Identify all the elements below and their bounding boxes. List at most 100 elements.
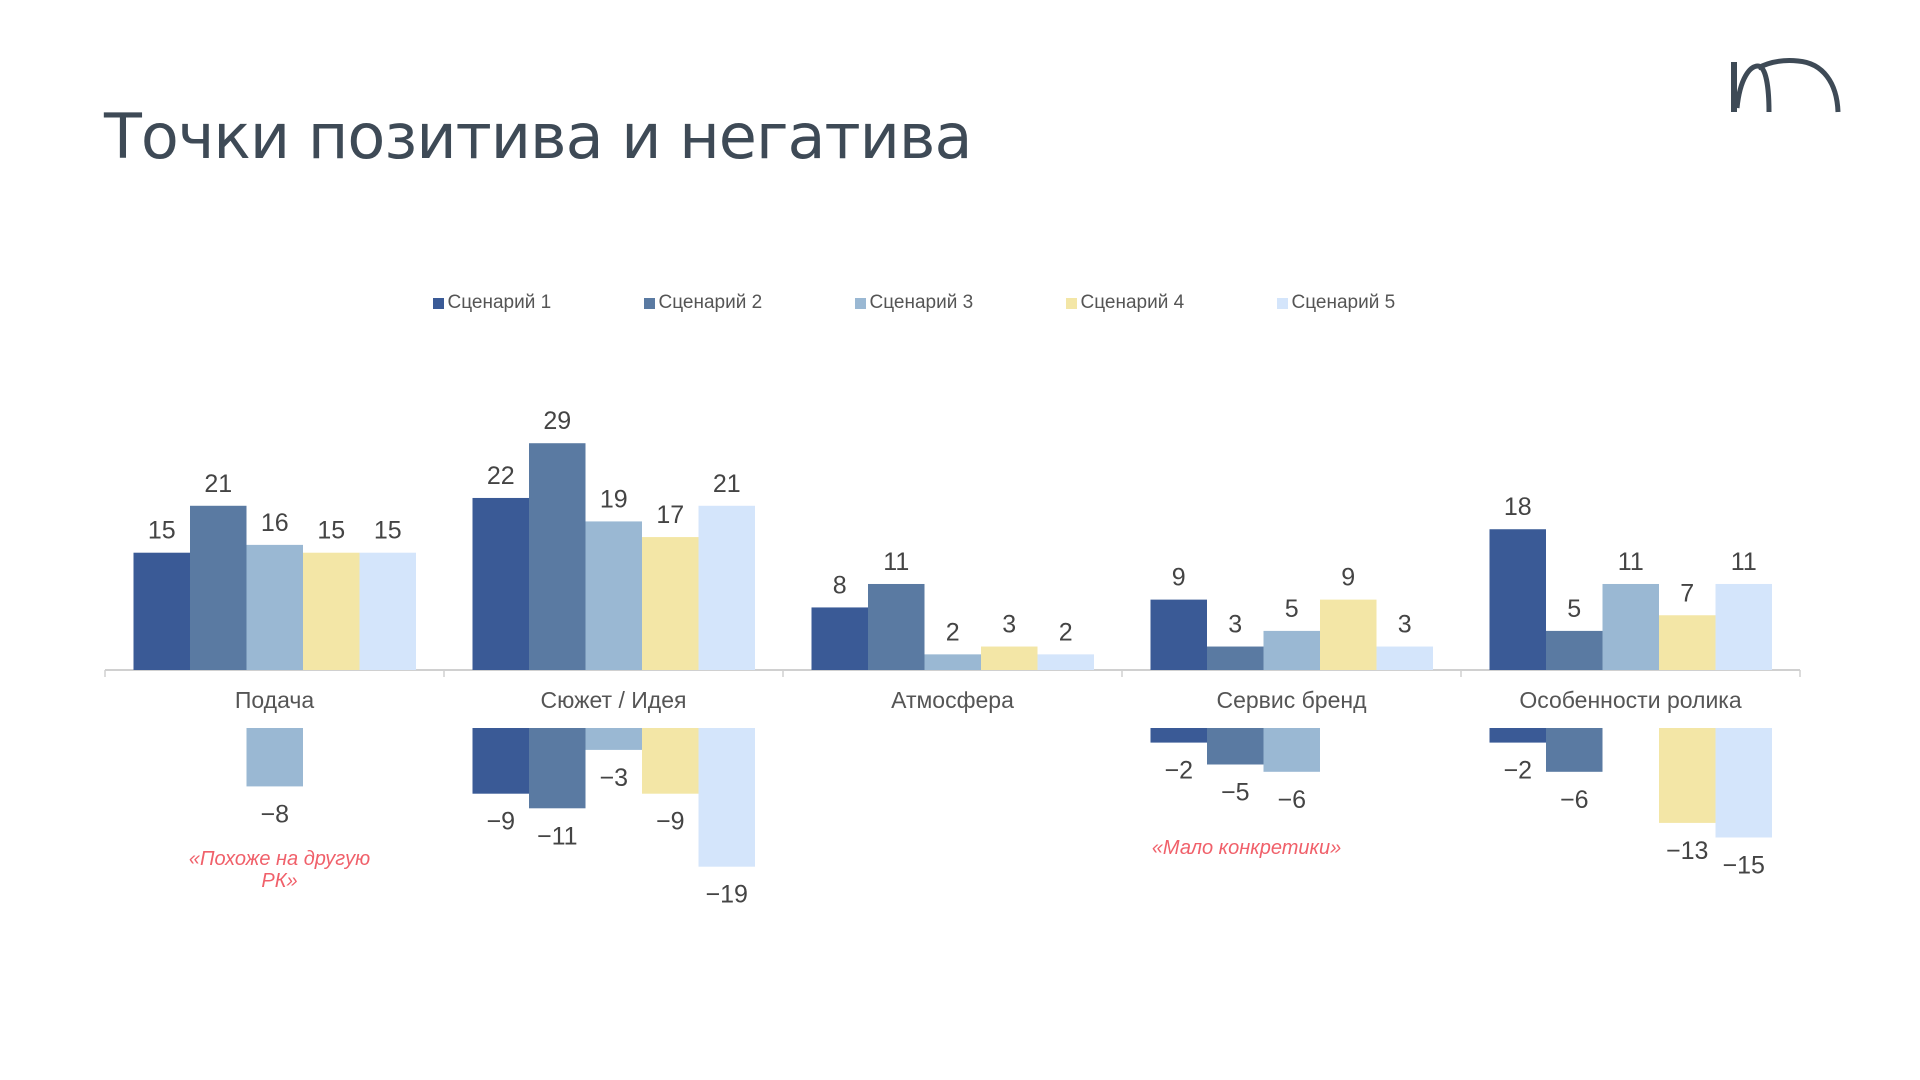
data-label: −2	[1503, 757, 1532, 785]
bar-positive	[359, 552, 416, 670]
data-label: 21	[204, 470, 232, 498]
legend-item: Сценарий 4	[1065, 292, 1277, 314]
data-label: 16	[261, 509, 289, 537]
bar-positive	[981, 646, 1038, 670]
bar-positive	[1320, 599, 1377, 670]
bar-negative	[1150, 728, 1207, 743]
data-label: 3	[1398, 611, 1412, 639]
bar-positive	[868, 583, 925, 670]
data-label: 9	[1341, 564, 1355, 592]
data-label: 3	[1002, 611, 1016, 639]
bar-positive	[585, 521, 642, 670]
category-label: Сюжет / Идея	[541, 687, 687, 713]
data-label: −9	[656, 808, 685, 836]
bar-negative	[1659, 728, 1716, 823]
data-label: −3	[599, 764, 628, 792]
legend-swatch	[854, 297, 866, 309]
legend-item: Сценарий 1	[432, 292, 644, 314]
data-label: −2	[1164, 757, 1193, 785]
category-label: Подача	[235, 687, 315, 713]
bar-negative	[1715, 728, 1772, 838]
bar-positive	[1207, 646, 1264, 670]
data-label: 5	[1285, 595, 1299, 623]
data-label: −9	[486, 808, 515, 836]
bar-positive	[642, 537, 699, 670]
bar-negative	[472, 728, 529, 794]
data-label: 15	[374, 517, 402, 545]
bar-positive	[246, 544, 303, 670]
bar-negative	[642, 728, 699, 794]
bar-positive	[1037, 654, 1094, 670]
bar-positive	[1546, 630, 1603, 670]
legend-item: Сценарий 2	[643, 292, 855, 314]
legend-item: Сценарий 3	[854, 292, 1066, 314]
data-label: −6	[1277, 786, 1306, 814]
bar-positive	[1263, 630, 1320, 670]
data-label: 22	[487, 462, 515, 490]
legend-swatch	[432, 297, 444, 309]
data-label: 9	[1172, 564, 1186, 592]
bar-negative	[698, 728, 755, 867]
data-label: −15	[1723, 852, 1765, 880]
bar-negative	[1489, 728, 1546, 743]
bar-positive	[1602, 583, 1659, 670]
data-label: −8	[260, 800, 289, 828]
data-label: 29	[543, 407, 571, 435]
bar-negative	[1263, 728, 1320, 772]
logo-icon	[1731, 58, 1841, 113]
legend-swatch	[1065, 297, 1077, 309]
category-label: Атмосфера	[891, 687, 1014, 713]
data-label: 11	[1618, 548, 1644, 576]
data-label: 2	[1059, 618, 1073, 646]
legend-label: Сценарий 1	[447, 292, 552, 313]
data-label: −6	[1560, 786, 1589, 814]
bar-positive	[472, 497, 529, 670]
data-label: 15	[148, 517, 176, 545]
data-label: 21	[713, 470, 741, 498]
data-label: 2	[946, 618, 960, 646]
legend-label: Сценарий 2	[658, 292, 763, 313]
bar-positive	[1489, 529, 1546, 670]
data-label: 17	[656, 501, 684, 529]
data-label: 7	[1680, 579, 1694, 607]
data-label: −5	[1221, 779, 1250, 807]
legend-swatch	[1276, 297, 1288, 309]
category-label: Особенности ролика	[1519, 687, 1742, 713]
legend-label: Сценарий 5	[1291, 292, 1396, 313]
annotation-text: «Мало конкретики»	[1152, 837, 1341, 859]
data-label: 18	[1504, 493, 1532, 521]
bar-negative	[1207, 728, 1264, 765]
bar-positive	[529, 443, 586, 670]
data-label: −11	[537, 822, 578, 850]
bar-negative	[246, 728, 303, 787]
bar-positive	[1659, 615, 1716, 670]
data-label: −19	[706, 881, 748, 909]
bar-negative	[529, 728, 586, 809]
bar-positive	[698, 505, 755, 670]
data-label: 5	[1567, 595, 1581, 623]
chart-legend: Сценарий 1 Сценарий 2 Сценарий 3 Сценарий 4…	[0, 292, 1920, 314]
bar-positive	[811, 607, 868, 670]
bar-positive	[1150, 599, 1207, 670]
annotation-text: «Похоже на другую	[189, 848, 370, 870]
category-label: Сервис бренд	[1216, 687, 1367, 713]
bar-positive	[924, 654, 981, 670]
data-label: 8	[833, 571, 847, 599]
bar-negative	[585, 728, 642, 750]
data-label: 19	[600, 485, 628, 513]
data-label: 11	[883, 548, 909, 576]
legend-label: Сценарий 3	[869, 292, 974, 313]
bar-positive	[1715, 583, 1772, 670]
bar-negative	[1546, 728, 1603, 772]
data-label: 3	[1228, 611, 1242, 639]
legend-swatch	[643, 297, 655, 309]
page-title: Точки позитива и негатива	[104, 100, 972, 173]
data-label: 15	[317, 517, 345, 545]
annotation-text: РК»	[261, 870, 297, 892]
legend-item: Сценарий 5	[1276, 292, 1488, 314]
bar-positive	[303, 552, 360, 670]
legend-label: Сценарий 4	[1080, 292, 1185, 313]
bar-positive	[1376, 646, 1433, 670]
data-label: 11	[1731, 548, 1757, 576]
